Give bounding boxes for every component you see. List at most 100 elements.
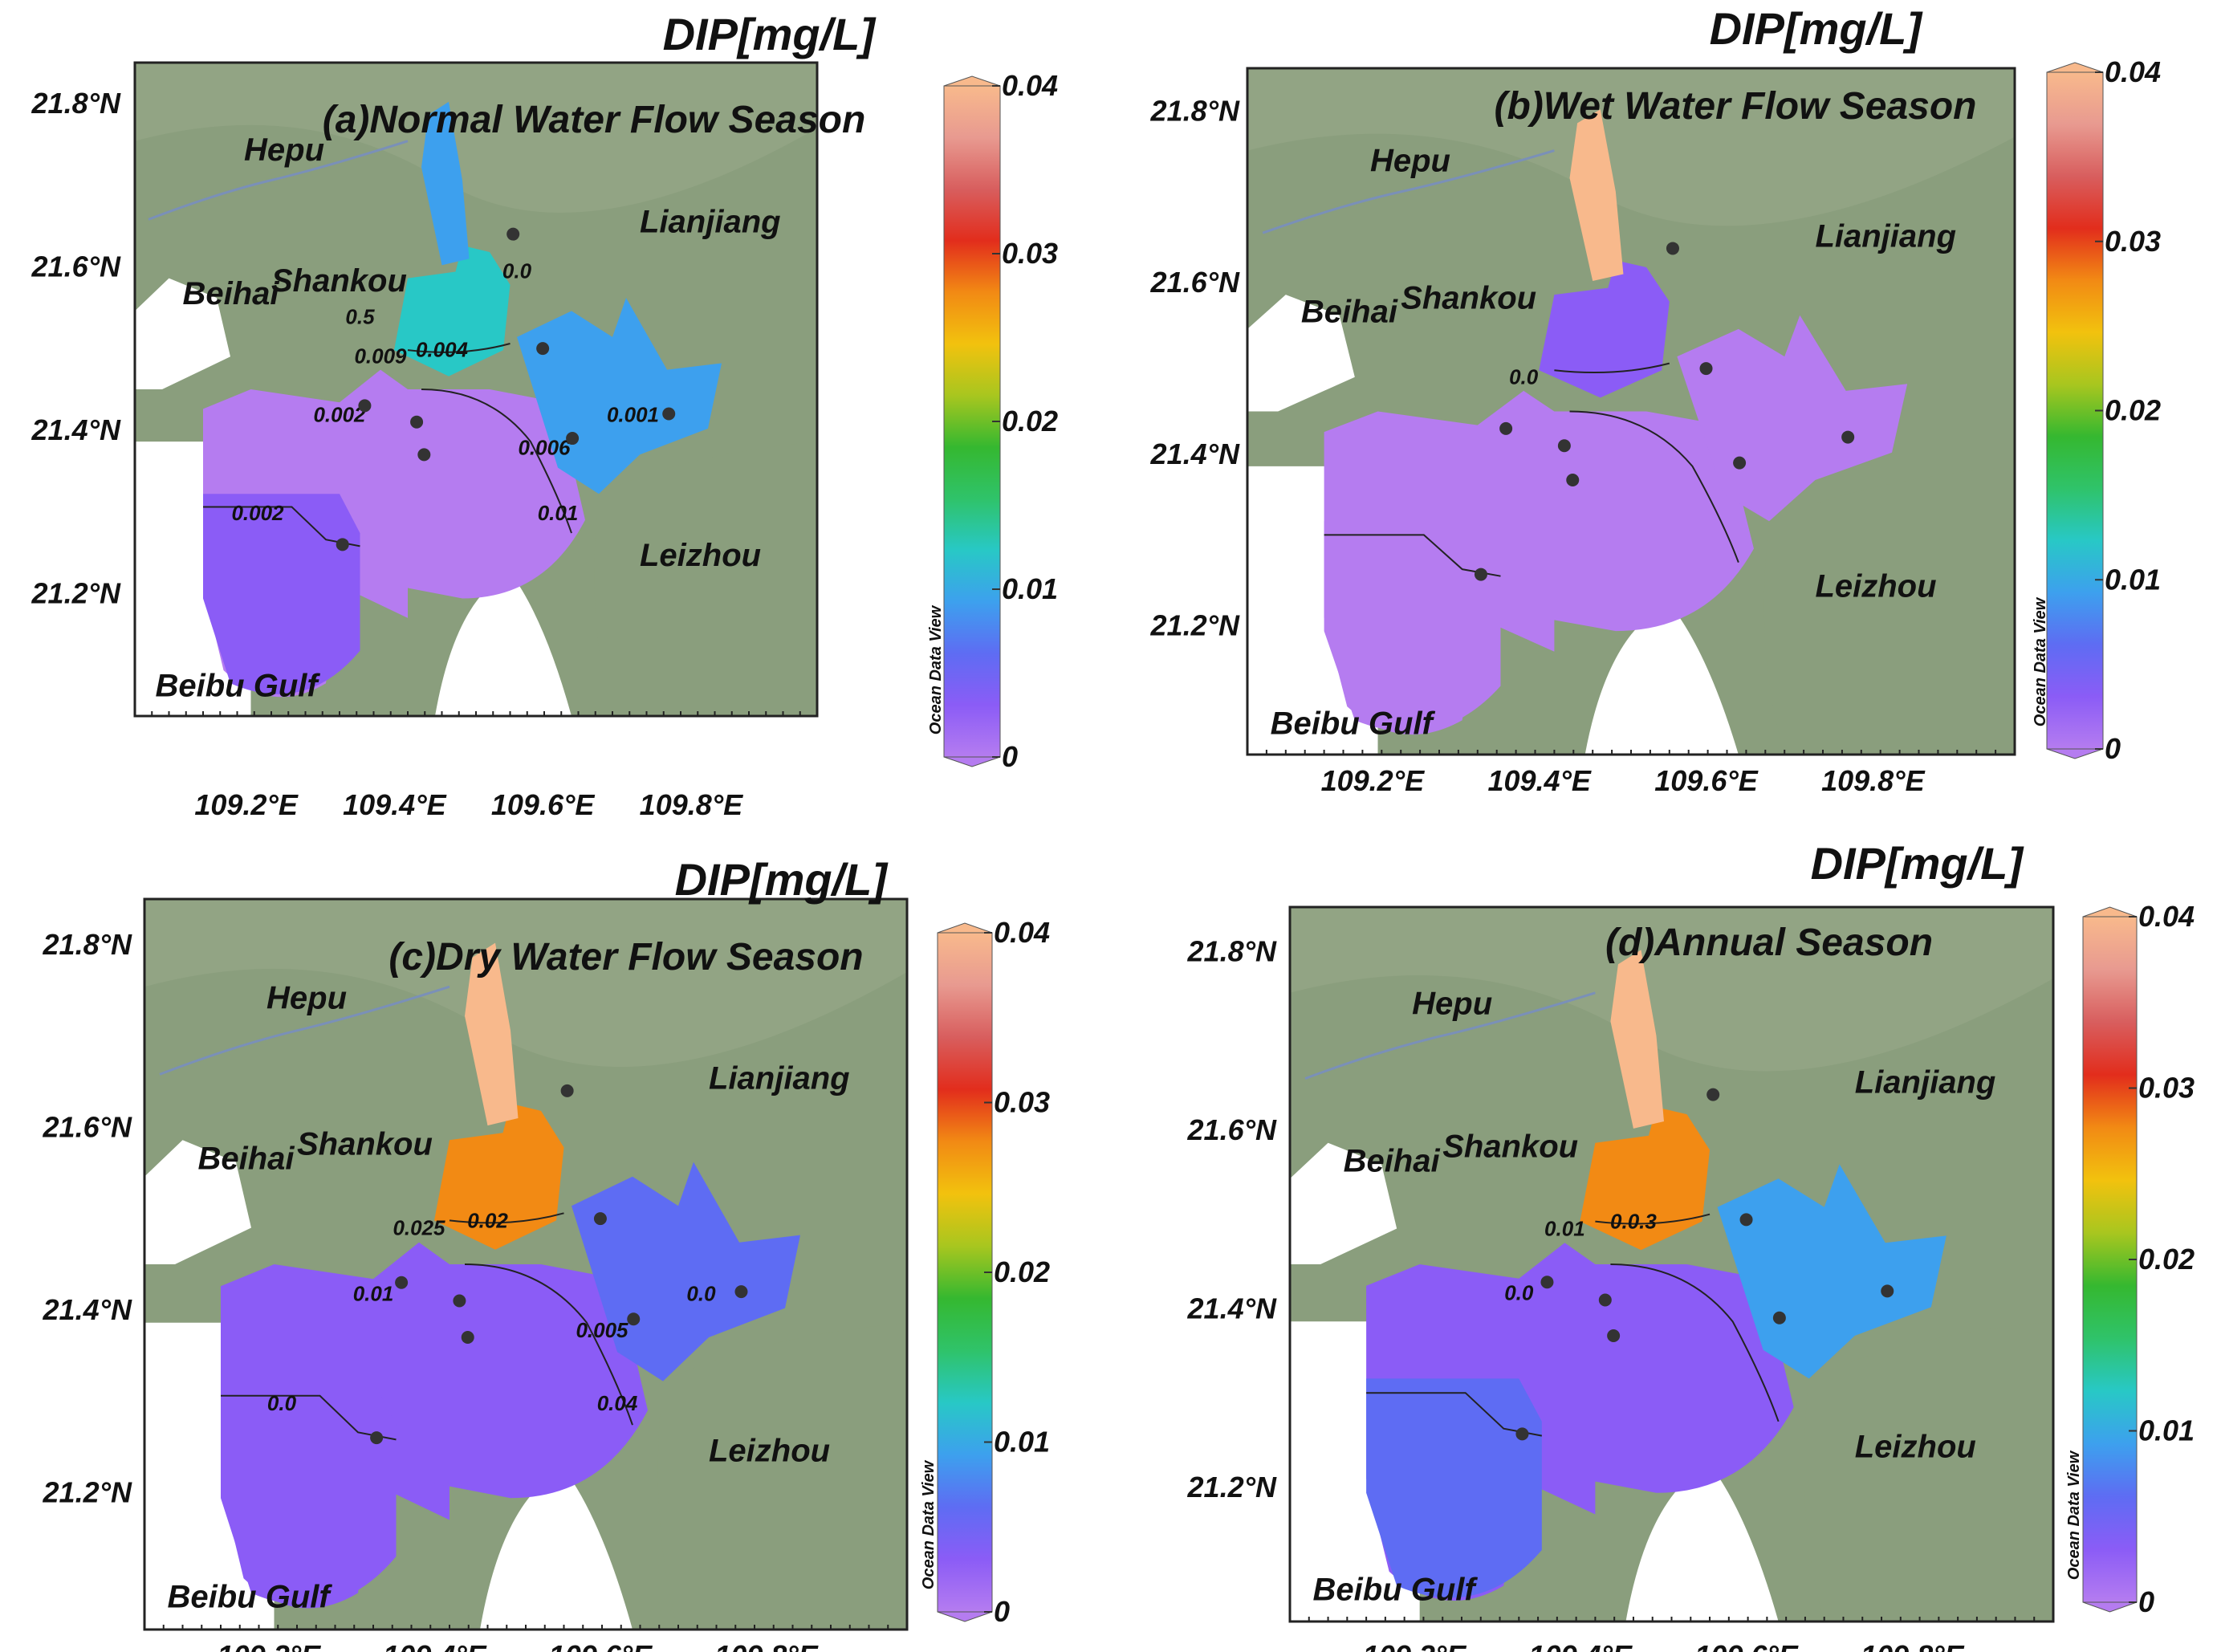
panel-subtitle: (b)Wet Water Flow Season <box>1495 85 1977 128</box>
station-dot <box>1733 456 1747 470</box>
map-panel-a: 0.009 0.004 0.002 0.006 0.002 0.001 0.01 0.0 0.5… <box>0 0 1108 827</box>
contour-line-1 <box>1554 362 1670 374</box>
station-dot <box>734 1285 748 1299</box>
contour-label: 0.0 <box>267 1391 297 1415</box>
colorbar-tick-label: 0.03 <box>2138 1072 2195 1105</box>
map-svg-a: 0.009 0.004 0.002 0.006 0.002 0.001 0.01 0.0 0.5… <box>31 9 1059 821</box>
dip-region-lianjiang <box>1677 315 1908 522</box>
dip-region-south <box>221 1381 397 1605</box>
station-dot <box>336 538 349 551</box>
contour-label: 0.04 <box>597 1391 638 1415</box>
colorbar-tick-label: 0.04 <box>1002 69 1058 102</box>
sea-area-south <box>435 572 572 716</box>
contour-label: 0.009 <box>354 344 407 368</box>
place-beihai: Beihai <box>183 276 280 311</box>
sea-area-west <box>1247 295 1355 412</box>
sea-area-west <box>135 278 230 389</box>
sea-area-west <box>1290 1142 1397 1264</box>
station-dot <box>1515 1427 1529 1441</box>
odv-label: Ocean Data View <box>927 604 945 734</box>
station-dot <box>1881 1284 1894 1298</box>
station-dot <box>453 1294 466 1308</box>
colorbar-tick-label: 0.04 <box>2138 900 2195 933</box>
odv-label: Ocean Data View <box>920 1459 938 1589</box>
map-panel-b: 0.0 Hepu Beihai Shankou Lianjiang Leizhou Beib… <box>1109 0 2217 827</box>
panel-subtitle: (d)Annual Season <box>1605 922 1933 964</box>
place-shankou: Shankou <box>1442 1129 1578 1165</box>
lon-label: 109.8°E <box>640 788 743 821</box>
dip-region-river <box>1569 109 1624 282</box>
place-leizhou: Leizhou <box>709 1434 830 1469</box>
station-dot <box>395 1276 409 1289</box>
dip-region-river <box>465 942 519 1126</box>
lon-label: 109.2°E <box>1321 764 1425 797</box>
station-dot <box>417 448 431 462</box>
colorbar-top-arrow <box>937 922 993 934</box>
lon-label: 109.8°E <box>1861 1639 1964 1652</box>
lat-label: 21.6°N <box>31 250 121 283</box>
station-dot <box>461 1331 474 1344</box>
river-line <box>1262 149 1555 234</box>
contour-label: 0.005 <box>576 1318 628 1342</box>
dip-region-estuary <box>434 1103 564 1250</box>
colorbar <box>943 85 1001 758</box>
station-dot <box>1474 568 1487 581</box>
panel-subtitle: (a)Normal Water Flow Season <box>323 99 866 141</box>
place-beihai: Beihai <box>1344 1143 1441 1178</box>
contour-label: 0.02 <box>467 1209 508 1233</box>
contour-label: 0.025 <box>393 1216 445 1240</box>
leizhou-peninsula <box>1804 1321 2053 1621</box>
colorbar-tick-label: 0.03 <box>1002 237 1058 270</box>
station-dot <box>560 1084 574 1097</box>
colorbar <box>2046 71 2104 750</box>
colorbar-bottom-arrow <box>2046 748 2104 759</box>
lat-label: 21.2°N <box>1187 1471 1277 1503</box>
map-panel-d: 0.01 0.0.3 0.0 Hepu Beihai Shankou Lianjiang Le… <box>1109 827 2217 1652</box>
panel-title: DIP[mg/L] <box>1811 838 2025 889</box>
colorbar-tick-label: 0 <box>1002 740 1018 773</box>
station-dot <box>1607 1329 1621 1342</box>
contour-label: 0.01 <box>353 1282 394 1306</box>
terrain-shade <box>144 899 907 1068</box>
leizhou-peninsula <box>657 1322 907 1630</box>
dip-region-lianjiang <box>572 1162 800 1381</box>
colorbar-tick-label: 0.01 <box>1002 572 1058 605</box>
place-beibu-gulf: Beibu Gulf <box>1313 1572 1479 1607</box>
colorbar-tick-label: 0.02 <box>2138 1243 2195 1276</box>
panel-title: DIP[mg/L] <box>1710 3 1924 54</box>
lon-label: 109.2°E <box>194 788 298 821</box>
contour-label: 0.0.3 <box>1610 1210 1657 1234</box>
contour-label: 0.01 <box>1544 1216 1585 1240</box>
leizhou-peninsula <box>1763 466 2015 755</box>
colorbar-tick-label: 0.02 <box>994 1255 1050 1288</box>
station-dot <box>410 415 424 429</box>
place-leizhou: Leizhou <box>640 538 761 573</box>
dip-region-estuary <box>1580 1107 1711 1251</box>
lon-label: 109.2°E <box>218 1639 321 1652</box>
map-svg-c: 0.025 0.02 0.01 0.005 0.0 0.0 0.04 Hepu Beihai Sh… <box>43 854 1051 1652</box>
contour-line-2 <box>464 1263 633 1426</box>
station-dot <box>1499 421 1513 435</box>
river-line <box>159 985 450 1076</box>
dip-region-lianjiang <box>1717 1164 1946 1379</box>
map-svg-b: 0.0 Hepu Beihai Shankou Lianjiang Leizhou Beib… <box>1150 3 2162 797</box>
station-dot <box>1540 1276 1554 1289</box>
contour-line-1 <box>449 1212 564 1224</box>
lon-label: 109.8°E <box>1821 764 1925 797</box>
lat-label: 21.8°N <box>31 87 121 120</box>
contour-line-2 <box>1610 1263 1780 1422</box>
dip-region-river <box>421 101 470 266</box>
colorbar-tick-label: 0 <box>2105 732 2121 765</box>
colorbar-tick-label: 0.03 <box>994 1086 1050 1119</box>
place-shankou: Shankou <box>1401 280 1536 315</box>
dip-region-lianjiang <box>517 298 722 494</box>
colorbar-tick-label: 0.01 <box>2105 563 2161 596</box>
station-dot <box>1598 1293 1612 1307</box>
station-dot <box>627 1312 641 1326</box>
station-dot <box>370 1431 384 1445</box>
dip-region-gulf-east <box>1539 411 1754 632</box>
contour-label: 0.006 <box>518 435 571 459</box>
lat-label: 21.8°N <box>43 928 132 961</box>
lat-label: 21.4°N <box>1187 1292 1277 1325</box>
dip-region-estuary <box>394 245 511 376</box>
